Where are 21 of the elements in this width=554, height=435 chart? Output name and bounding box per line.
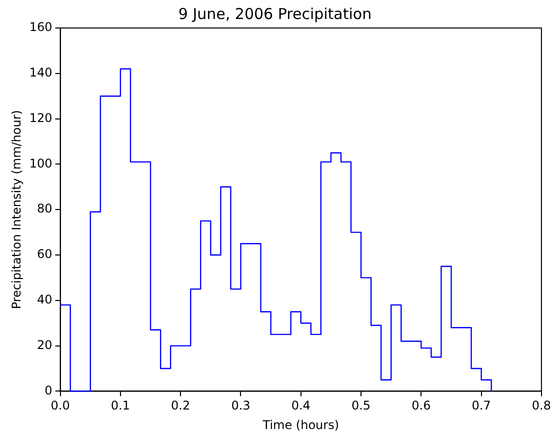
x-tick-label: 0.0 <box>50 398 70 413</box>
x-tick-label: 0.4 <box>291 398 310 413</box>
x-tick-label: 0.8 <box>532 398 552 413</box>
y-tick-label: 40 <box>37 292 52 307</box>
x-tick-label: 0.2 <box>171 398 190 413</box>
x-tick-label: 0.6 <box>412 398 431 413</box>
y-tick-label: 60 <box>37 247 52 262</box>
y-tick-label: 80 <box>37 202 52 216</box>
x-tick-label: 0.7 <box>472 398 491 413</box>
y-tick-label: 20 <box>37 338 52 352</box>
x-tick-label: 0.5 <box>351 398 371 413</box>
chart-title: 9 June, 2006 Precipitation <box>178 4 372 23</box>
x-axis-title: Time (hours) <box>262 418 340 432</box>
x-tick-label: 0.3 <box>231 398 250 413</box>
y-tick-label: 160 <box>29 20 52 34</box>
y-tick-label: 120 <box>29 110 52 125</box>
y-axis-title: Precipitation Intensity (mm/hour) <box>9 110 24 310</box>
x-tick-label: 0.1 <box>110 398 130 413</box>
y-tick-label: 100 <box>29 156 52 170</box>
y-tick-label: 140 <box>29 66 52 80</box>
y-tick-label: 0 <box>44 383 52 398</box>
